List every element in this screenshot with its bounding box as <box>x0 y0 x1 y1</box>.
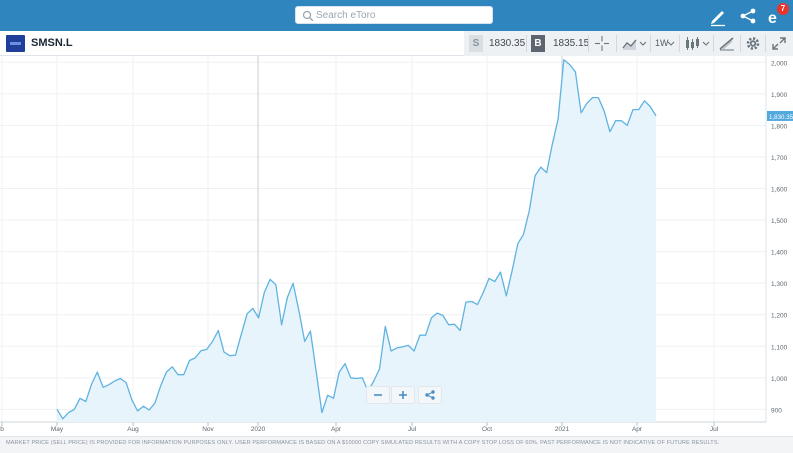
y-tick-label: 1,300 <box>771 281 788 288</box>
toolbar-divider <box>765 35 766 52</box>
y-tick-label: 1,400 <box>771 250 788 257</box>
y-tick-label: 1,500 <box>771 218 788 225</box>
price-line[interactable] <box>56 59 657 420</box>
x-tick-label: Apr <box>331 426 342 433</box>
notification-count-badge: 7 <box>777 3 789 15</box>
drawing-tools-icon[interactable] <box>717 34 737 53</box>
y-tick-label: 1,900 <box>771 92 788 99</box>
zoom-in-button[interactable] <box>391 386 415 404</box>
price-chart[interactable]: 900 1,000 1,100 1,200 1,300 1,400 1,500 1,600 1,… <box>0 56 793 436</box>
x-tick-label: 2020 <box>251 426 266 433</box>
y-tick-label: 2,000 <box>771 60 788 67</box>
y-tick-label: 1,700 <box>771 155 788 162</box>
instrument-logo <box>6 35 25 52</box>
x-tick-label: Apr <box>632 426 643 433</box>
chart-share-button[interactable] <box>418 386 442 404</box>
chart-share-icon <box>425 390 435 400</box>
disclaimer-text: MARKET PRICE (SELL PRICE) IS PROVIDED FO… <box>6 440 720 446</box>
y-tick-label: 1,200 <box>771 313 788 320</box>
buy-price[interactable]: 1835.15 <box>553 38 590 49</box>
y-tick-label: 900 <box>771 407 782 414</box>
toolbar-divider <box>740 35 741 52</box>
toolbar-divider <box>713 35 714 52</box>
x-tick-label: Jul <box>710 426 719 433</box>
share-icon[interactable] <box>737 5 759 27</box>
toolbar-divider <box>679 35 680 52</box>
edit-icon[interactable] <box>707 5 729 27</box>
disclaimer-footer: MARKET PRICE (SELL PRICE) IS PROVIDED FO… <box>0 436 793 453</box>
zoom-out-button[interactable] <box>366 386 390 404</box>
toolbar-divider <box>616 35 617 52</box>
settings-gear-icon[interactable] <box>744 34 762 53</box>
x-tick-label: Jul <box>408 426 417 433</box>
x-tick-label: b <box>0 426 4 433</box>
search-icon <box>302 10 314 22</box>
zoom-in-icon <box>399 391 407 399</box>
chevron-down-icon[interactable] <box>667 34 675 53</box>
x-tick-label: May <box>51 426 64 433</box>
indicators-icon[interactable] <box>683 34 711 53</box>
y-tick-label: 1,600 <box>771 187 788 194</box>
toolbar-divider <box>650 35 651 52</box>
y-tick-label: 1,100 <box>771 344 788 351</box>
current-price-label: 1,830.35 <box>769 114 793 121</box>
notifications-icon[interactable]: e <box>765 5 787 27</box>
search-input[interactable] <box>316 7 486 23</box>
crosshair-icon[interactable] <box>592 34 612 53</box>
price-area-fill <box>57 59 656 423</box>
sell-label[interactable]: S <box>469 35 483 52</box>
buy-label[interactable]: B <box>531 35 545 52</box>
instrument-symbol: SMSN.L <box>31 37 73 49</box>
current-price-marker <box>767 110 793 121</box>
toolbar-divider <box>588 35 589 52</box>
x-tick-label: Aug <box>127 426 139 433</box>
timeframe-selector[interactable]: 1W <box>655 38 669 48</box>
x-tick-label: 2021 <box>555 426 570 433</box>
search-box[interactable] <box>295 6 493 24</box>
y-tick-label: 1,800 <box>771 123 788 130</box>
top-navigation-bar: e 7 <box>0 0 793 31</box>
sell-price[interactable]: 1830.35 <box>489 38 526 49</box>
toolbar-divider <box>526 35 527 52</box>
chart-type-icon[interactable] <box>620 34 648 53</box>
chart-toolbar: SMSN.L S 1830.35 B 1835.15 1W <box>0 31 793 56</box>
x-tick-label: Oct <box>482 426 492 433</box>
zoom-out-icon <box>374 394 382 396</box>
x-tick-label: Nov <box>202 426 214 433</box>
y-tick-label: 1,000 <box>771 376 788 383</box>
svg-text:e: e <box>768 10 777 27</box>
fullscreen-icon[interactable] <box>769 34 789 53</box>
